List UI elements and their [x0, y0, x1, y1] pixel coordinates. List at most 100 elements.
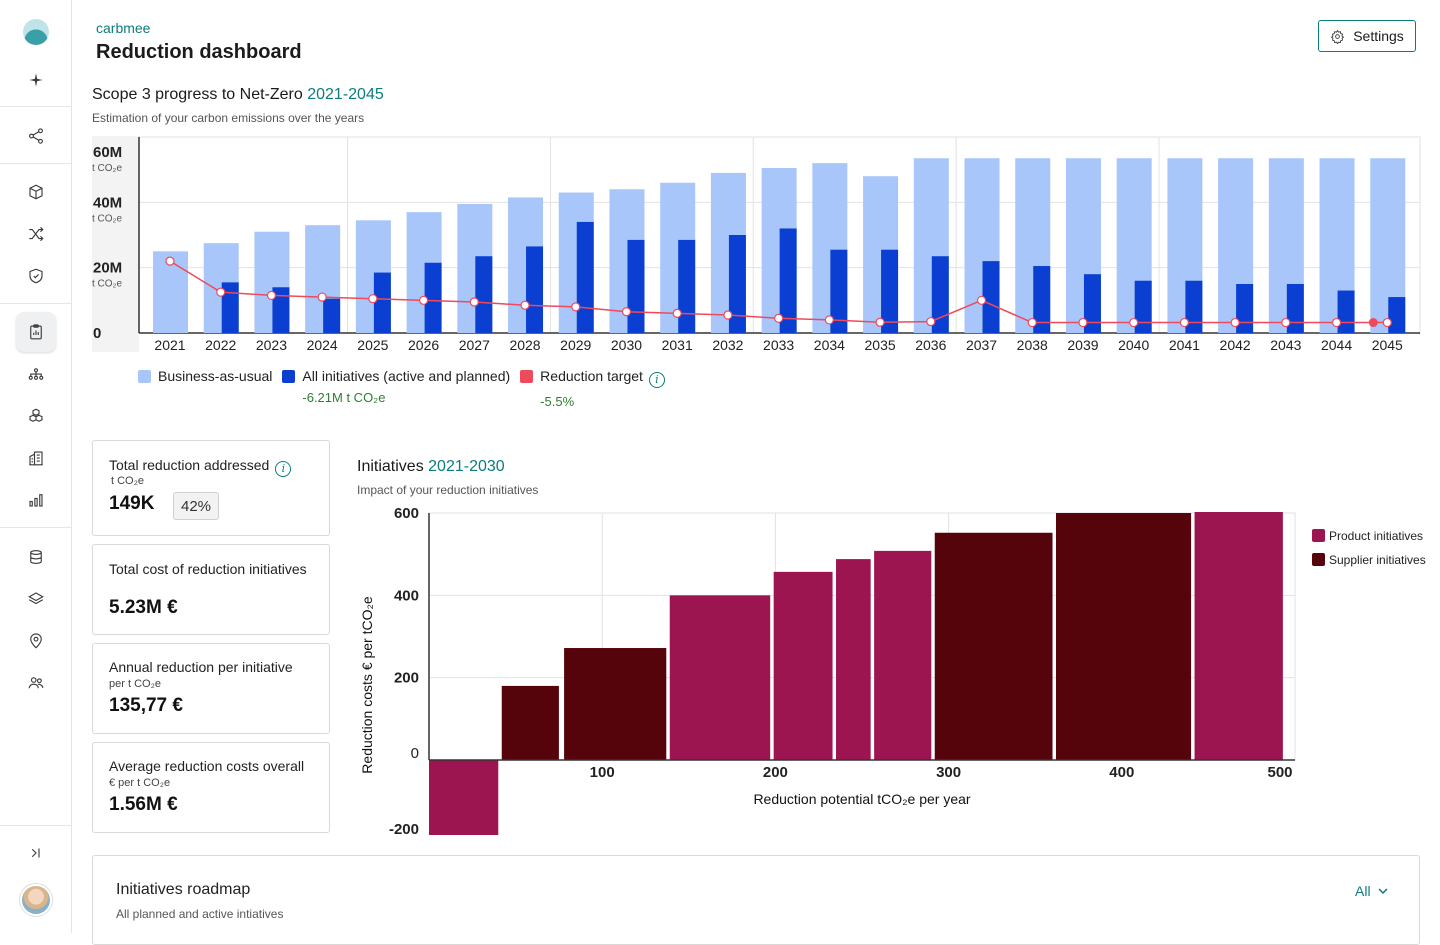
point-reduction-target — [976, 295, 987, 305]
scope3-title: Scope 3 progress to Net-Zero 2021-2045 — [92, 86, 384, 104]
x-tick-label: 2044 — [1321, 337, 1352, 353]
x-tick-label: 400 — [1109, 764, 1134, 781]
avatar[interactable] — [20, 884, 52, 916]
bar-initiatives — [1185, 280, 1203, 333]
x-tick-label: 2043 — [1270, 337, 1301, 353]
cube-icon[interactable] — [24, 180, 48, 204]
point-reduction-target — [1382, 317, 1392, 328]
kpi-card-average-cost: Average reduction costs overall € per t … — [92, 742, 330, 833]
point-reduction-target — [926, 316, 936, 327]
bar-initiatives — [475, 256, 493, 333]
point-reduction-target — [723, 310, 733, 320]
y-tick-unit: t CO₂e — [92, 279, 122, 290]
chevron-down-icon — [1378, 888, 1388, 895]
legend-item-target[interactable]: Reduction target i -5.5% — [520, 368, 665, 409]
kpi-unit: € per t CO₂e — [109, 777, 171, 789]
legend-label: Supplier initiatives — [1329, 553, 1426, 567]
point-reduction-target — [621, 307, 632, 317]
kpi-card-annual-reduction: Annual reduction per initiative per t CO… — [92, 643, 330, 734]
x-tick-label: 2026 — [408, 337, 439, 353]
gear-icon — [1331, 29, 1345, 44]
bar-initiatives — [1286, 284, 1304, 333]
kpi-value: 5.23M € — [109, 597, 178, 618]
scope3-range: 2021-2045 — [307, 86, 384, 103]
legend-item-bau[interactable]: Business-as-usual — [138, 368, 272, 409]
y-tick-label: 200 — [394, 670, 419, 687]
bar-initiative — [564, 648, 667, 760]
x-tick-label: 2042 — [1220, 337, 1251, 353]
point-reduction-target — [571, 302, 581, 312]
kpi-unit: per t CO₂e — [109, 678, 161, 690]
users-icon[interactable] — [24, 671, 48, 695]
y-tick-unit: t CO₂e — [92, 163, 122, 174]
x-tick-label: 300 — [936, 764, 961, 781]
info-icon[interactable]: i — [648, 371, 665, 388]
legend-label-initiatives: All initiatives (active and planned) — [302, 368, 511, 384]
sparkle-icon[interactable] — [24, 68, 48, 92]
legend-swatch — [1312, 529, 1325, 542]
y-tick-label: 600 — [394, 505, 419, 522]
y-tick-label: 20M — [93, 260, 122, 277]
sidebar-divider — [0, 527, 72, 528]
brand-name: carbmee — [96, 20, 151, 36]
initiatives-subtitle: Impact of your reduction initiatives — [357, 483, 539, 497]
collapse-icon[interactable] — [24, 841, 48, 865]
org-chart-icon[interactable] — [24, 362, 48, 386]
building-icon[interactable] — [24, 446, 48, 470]
legend-item-initiatives[interactable]: All initiatives (active and planned) -6.… — [282, 368, 510, 409]
kpi-card-total-cost: Total cost of reduction initiatives 5.23… — [92, 544, 330, 635]
point-reduction-target — [672, 308, 682, 318]
x-tick-label: 2037 — [966, 337, 997, 353]
percent-badge: 42% — [173, 492, 219, 520]
y-tick-label: 0 — [411, 745, 419, 762]
roadmap-card: Initiatives roadmap All planned and acti… — [92, 855, 1420, 945]
bar-initiative — [773, 571, 833, 760]
kpi-value: 135,77 € — [109, 695, 183, 716]
point-reduction-target — [824, 315, 834, 325]
legend-swatch-initiatives — [282, 370, 296, 383]
layers-icon[interactable] — [24, 587, 48, 611]
scope3-title-text: Scope 3 progress to Net-Zero — [92, 86, 303, 103]
scope3-subtitle: Estimation of your carbon emissions over… — [92, 111, 365, 125]
x-tick-label: 2032 — [712, 337, 743, 353]
bar-initiatives — [272, 287, 290, 333]
x-tick-label: 2040 — [1118, 337, 1149, 353]
point-reduction-target — [368, 294, 378, 304]
bar-chart-icon[interactable] — [24, 488, 48, 512]
initiatives-title-text: Initiatives — [357, 458, 424, 475]
kpi-title: Annual reduction per initiative — [109, 659, 293, 675]
legend-label-bau: Business-as-usual — [158, 368, 273, 384]
database-icon[interactable] — [24, 545, 48, 569]
boxes-icon[interactable] — [24, 404, 48, 428]
share-icon[interactable] — [24, 124, 48, 148]
page-title: Reduction dashboard — [96, 41, 302, 63]
bar-initiatives — [221, 282, 239, 333]
info-icon[interactable]: i — [275, 460, 292, 477]
shuffle-icon[interactable] — [24, 222, 48, 246]
shield-icon[interactable] — [24, 264, 48, 288]
roadmap-filter-dropdown[interactable]: All — [1355, 883, 1389, 899]
bar-initiatives — [576, 221, 594, 333]
bar-initiatives — [373, 272, 391, 333]
legend-label-target: Reduction target — [540, 368, 643, 384]
clipboard-icon[interactable] — [24, 320, 48, 344]
y-tick-label: -200 — [389, 821, 419, 838]
kpi-title: Total cost of reduction initiatives — [109, 561, 307, 577]
roadmap-title: Initiatives roadmap — [116, 881, 251, 898]
bar-initiative — [429, 760, 499, 835]
sidebar-divider — [0, 163, 72, 164]
x-tick-label: 100 — [590, 764, 615, 781]
bar-initiatives — [424, 262, 442, 333]
location-icon[interactable] — [24, 629, 48, 653]
x-tick-label: 2030 — [611, 337, 642, 353]
kpi-unit: t CO₂e — [111, 475, 144, 487]
x-tick-label: 2027 — [459, 337, 490, 353]
x-tick-label: 2024 — [307, 337, 338, 353]
y-tick-label: 400 — [394, 587, 419, 604]
point-reduction-target — [469, 297, 479, 307]
legend-swatch-bau — [138, 370, 151, 383]
bar-initiative — [1194, 512, 1283, 760]
settings-button[interactable]: Settings — [1318, 20, 1416, 52]
carbmee-logo[interactable] — [23, 19, 49, 45]
x-tick-label: 2045 — [1372, 337, 1403, 353]
